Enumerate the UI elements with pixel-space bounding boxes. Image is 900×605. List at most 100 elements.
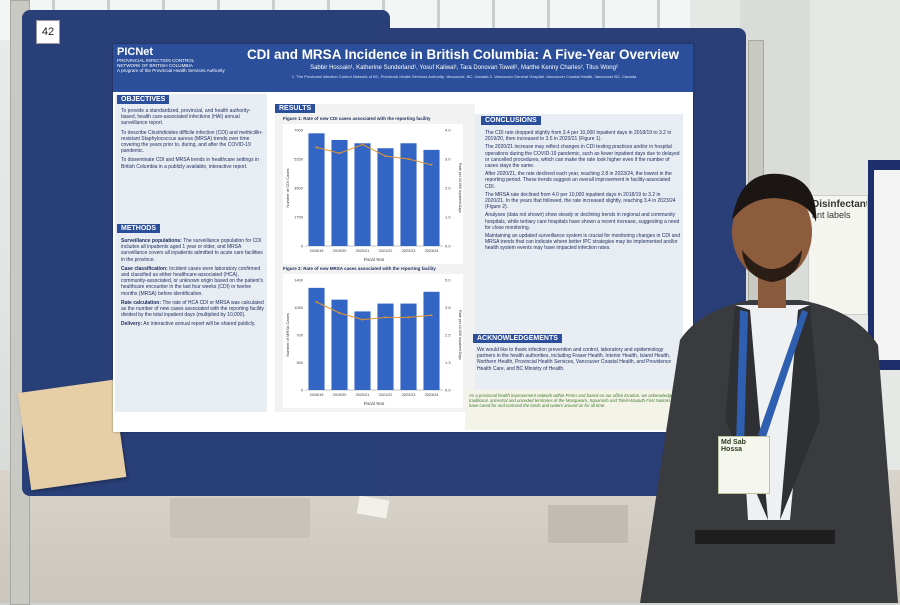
y2-axis-label: Rate per 10,000 Inpatient Days [458,310,462,360]
y2-tick-label: 1.3 [445,360,451,365]
y2-tick-label: 0.0 [445,388,451,393]
bar [400,303,417,390]
method-item: Case classification: Incident cases were… [121,266,265,297]
left-column [115,94,267,412]
bar [331,139,348,246]
x-tick-label: 2022/23 [402,393,416,397]
objectives-heading: OBJECTIVES [117,95,170,104]
conclusion-item: After 2020/21, the rate declined each ye… [485,171,672,190]
y2-tick-label: 5.0 [445,278,451,283]
y2-tick-label: 1.0 [445,215,451,220]
bar [331,299,348,390]
stand-base-right [548,505,628,543]
badge-line-1: Md Sab [721,439,746,446]
x-tick-label: 2018/19 [310,249,324,253]
method-text: The rate of HCA CDI or MRSA was calculat… [121,299,264,319]
presenter-person [640,173,898,603]
objective-item: To provide a standardized, provincial, a… [121,108,251,127]
objective-item: To describe Clostridioides difficile inf… [121,129,263,155]
y-tick-label: 1750 [294,215,304,220]
y-tick-label: 700 [296,333,303,338]
y-tick-label: 1050 [294,305,304,310]
land-acknowledgement-box: As a provincial health improvement netwo… [465,390,691,430]
acknowledgements-heading: ACKNOWLEDGEMENTS [473,334,562,343]
conclusions-list: The CDI rate dropped slightly from 3.4 p… [485,130,681,252]
figure-2-caption: Figure 2: Rate of new MRSA cases associa… [283,266,436,271]
bar [377,148,394,246]
logo-line-3: A program of the Provincial Health Servi… [117,68,225,73]
conclusion-item: The CDI rate dropped slightly from 3.4 p… [485,130,672,143]
x-tick-label: 2023/24 [425,393,439,397]
y2-tick-label: 4.0 [445,128,451,133]
methods-list: Surveillance populations: The surveillan… [121,238,265,328]
method-item: Surveillance populations: The surveillan… [121,238,265,263]
rate-point [338,312,341,314]
background-sign-title: Disinfectant [812,199,868,210]
land-acknowledgement-text: As a provincial health improvement netwo… [469,393,681,409]
rate-point [407,158,410,160]
method-text: Incident cases were laboratory confirmed… [121,265,264,297]
rate-point [361,318,364,321]
y-tick-label: 1400 [294,278,304,283]
x-tick-label: 2020/21 [356,393,370,397]
conclusion-item: Maintaining an updated surveillance syst… [485,233,681,252]
y-tick-label: 5250 [294,157,304,162]
method-item: Delivery: An interactive annual report w… [121,321,265,327]
rate-point [384,155,387,158]
conclusion-item: The 2020/21 increase may reflect changes… [485,144,680,170]
y-tick-label: 0 [301,244,304,249]
figure-1-caption: Figure 1: Rate of new CDI cases associat… [283,116,431,121]
rate-point [315,301,318,303]
y2-tick-label: 3.0 [445,157,451,162]
rate-point [361,143,364,146]
method-label: Rate calculation: [121,299,162,306]
x-axis-label: Fiscal Year [364,257,385,262]
methods-heading: METHODS [117,224,160,233]
y2-tick-label: 2.0 [445,186,451,191]
logo-line-2: NETWORK OF BRITISH COLUMBIA [117,63,193,68]
poster-header [113,44,693,92]
y-axis-label: Number of CDI Cases [285,168,290,207]
y2-tick-label: 2.5 [445,333,451,338]
poster-affiliations: 1. The Provincial Infection Control Netw… [291,74,637,79]
rate-point [430,314,433,317]
rate-point [315,146,318,149]
bar [423,149,440,246]
mrsa-chart: 0 0.0 350 1.3 700 2.5 1050 3.8 1400 5.0 2018/19 201… [283,274,463,408]
x-tick-label: 2022/23 [402,249,416,253]
cdi-chart: 0 0.0 1750 1.0 3500 2.0 5250 3.0 7000 4.0 2018/19 2… [283,124,463,264]
method-label: Surveillance populations: [121,238,182,244]
bar [377,303,394,390]
x-tick-label: 2021/22 [379,249,393,253]
conclusion-item: The MRSA rate declined from 4.0 per 10,0… [485,191,676,211]
bar [400,143,417,246]
y-tick-label: 3500 [294,186,304,191]
bar [354,311,371,390]
y2-tick-label: 0.0 [445,244,451,249]
research-poster: PICNet PROVINCIAL INFECTION CONTROL NETW… [113,44,693,432]
rate-point [407,316,410,319]
bar [308,133,325,246]
name-badge: Md Sab Hossa [718,436,770,494]
rate-line [316,301,432,321]
bar [354,143,371,246]
bar [423,291,440,390]
y2-tick-label: 3.8 [445,305,451,310]
x-tick-label: 2020/21 [356,249,370,253]
rate-point [384,316,387,319]
x-axis-label: Fiscal Year [364,401,385,406]
x-tick-label: 2021/22 [379,393,393,397]
x-tick-label: 2018/19 [310,393,324,397]
rate-point [338,152,341,155]
bar [308,287,325,390]
results-heading: RESULTS [275,104,316,113]
poster-title: CDI and MRSA Incidence in British Columb… [246,47,680,62]
method-item: Rate calculation: The rate of HCA CDI or… [121,300,265,319]
background-banner-panel [874,170,900,360]
objective-item: To disseminate CDI and MRSA trends in he… [121,157,259,170]
background-sign: Disinfectant ant labels [808,195,868,315]
envelope [17,379,127,491]
y-tick-label: 0 [301,388,304,393]
acknowledgements-text: We would like to thank infection prevent… [477,347,672,372]
x-tick-label: 2019/20 [333,249,347,253]
